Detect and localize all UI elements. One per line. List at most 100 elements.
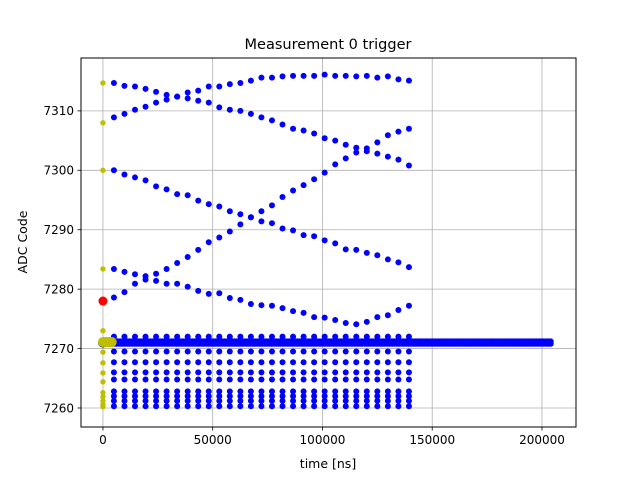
level-point <box>268 333 275 340</box>
curve-point <box>363 249 370 256</box>
level-point <box>321 359 328 366</box>
curve-point <box>279 225 286 232</box>
level-point <box>311 397 318 404</box>
band-point <box>547 338 554 345</box>
curve-point <box>342 246 349 253</box>
level-point <box>405 376 412 383</box>
curve-point <box>226 81 233 88</box>
curve-point <box>268 202 275 209</box>
curve-point <box>332 161 339 168</box>
level-point <box>258 376 265 383</box>
level-point <box>268 403 275 410</box>
level-point <box>311 369 318 376</box>
level-point <box>184 393 191 400</box>
level-point <box>205 403 212 410</box>
curve-point <box>279 194 286 201</box>
yellow-point-large <box>106 337 117 348</box>
level-point <box>110 388 117 395</box>
level-point <box>184 388 191 395</box>
curve-point <box>395 306 402 313</box>
level-point <box>258 397 265 404</box>
level-point <box>247 369 254 376</box>
level-point <box>153 397 160 404</box>
yellow-point <box>100 393 106 400</box>
data-points <box>97 71 554 410</box>
curve-point <box>353 73 360 80</box>
level-point <box>300 403 307 410</box>
level-point <box>184 403 191 410</box>
curve-point <box>290 308 297 315</box>
curve-point <box>153 277 160 284</box>
yellow-point <box>100 379 106 385</box>
level-point <box>142 397 149 404</box>
level-point <box>226 388 233 395</box>
level-point <box>174 376 181 383</box>
level-point <box>142 388 149 395</box>
level-point <box>132 403 138 410</box>
level-point <box>268 397 275 404</box>
level-point <box>195 369 202 376</box>
plot-frame <box>80 57 577 428</box>
curve-point <box>279 121 286 128</box>
curve-point <box>268 302 275 309</box>
level-point <box>174 359 181 366</box>
yellow-point <box>100 80 106 86</box>
level-point <box>184 397 191 404</box>
level-point <box>300 397 307 404</box>
level-point <box>163 388 170 395</box>
curve-point <box>216 234 223 241</box>
level-point <box>247 376 254 383</box>
yellow-point <box>100 120 106 126</box>
level-point <box>163 359 170 366</box>
level-point <box>184 376 191 383</box>
chart-title: Measurement 0 trigger <box>245 37 412 53</box>
level-point <box>205 348 212 355</box>
level-point <box>290 393 297 400</box>
level-point <box>142 333 149 340</box>
level-point <box>268 348 275 355</box>
curve-point <box>153 183 160 190</box>
curve-point <box>405 125 412 132</box>
level-point <box>332 369 339 376</box>
level-point <box>279 397 286 404</box>
curve-point <box>342 72 349 79</box>
level-point <box>384 393 391 400</box>
level-point <box>332 403 339 410</box>
level-point <box>268 388 275 395</box>
curve-point <box>216 104 223 111</box>
level-point <box>342 359 349 366</box>
curve-point <box>121 82 128 89</box>
curve-point <box>300 309 307 316</box>
level-point <box>353 388 360 395</box>
level-point <box>237 333 244 340</box>
level-point <box>237 388 244 395</box>
level-point <box>300 348 307 355</box>
level-point <box>216 403 223 410</box>
level-point <box>132 348 138 355</box>
level-point <box>110 403 117 410</box>
level-point <box>332 348 339 355</box>
curve-point <box>247 110 254 117</box>
curve-point <box>110 114 117 121</box>
curve-point <box>205 239 212 246</box>
level-point <box>405 369 412 376</box>
curve-point <box>247 214 254 221</box>
level-point <box>237 348 244 355</box>
level-point <box>121 403 128 410</box>
yellow-point <box>100 328 106 334</box>
level-point <box>142 403 149 410</box>
curve-point <box>226 295 233 302</box>
level-point <box>279 333 286 340</box>
level-point <box>142 393 149 400</box>
level-point <box>374 393 381 400</box>
level-point <box>384 348 391 355</box>
level-point <box>300 388 307 395</box>
level-point <box>110 348 117 355</box>
y-axis-label: ADC Code <box>15 210 30 273</box>
level-point <box>153 376 160 383</box>
curve-point <box>174 260 181 266</box>
level-point <box>153 333 160 340</box>
curve-point <box>268 220 275 227</box>
yellow-point <box>100 389 106 396</box>
